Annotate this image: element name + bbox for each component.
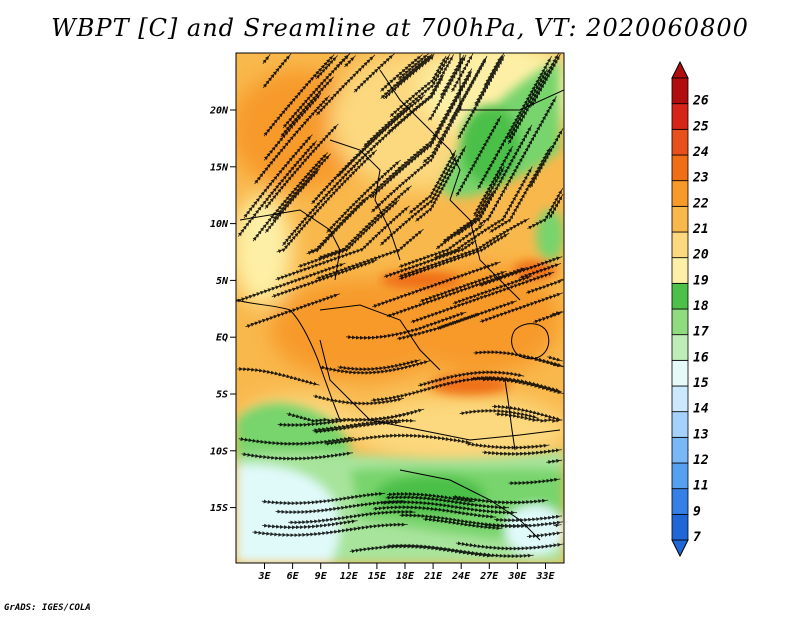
streamline [491,404,563,421]
streamline [282,53,351,129]
colorbar-label: 23 [692,171,709,186]
colorbar: 7 9 11 12 13 14 15 16 17 18 19 20 21 22 23 24 25 26 [671,60,709,558]
lat-label: 10S [210,446,228,457]
colorbar-swatch [671,205,689,233]
colorbar-swatch [671,308,689,336]
streamline [473,350,564,367]
colorbar-swatch [671,282,689,310]
colorbar-label: 19 [693,273,709,288]
streamline [241,451,353,461]
longitude-axis: 3E 6E 9E 12E 15E 18E 21E 24E 27E 30E 33E [257,563,556,582]
colorbar-swatch [671,180,689,207]
streamline [526,531,563,539]
grads-credit: GrADS: IGES/COLA [4,603,91,613]
streamline [272,153,331,221]
colorbar-label: 15 [693,376,709,391]
colorbar-label: 22 [692,196,709,211]
streamline [236,262,346,303]
streamline [546,458,563,465]
lon-label: 30E [507,571,527,582]
latitude-axis: 20N 15N 10N 5N EQ 5S 10S 15S [209,106,236,514]
colorbar-swatch [671,154,689,182]
streamline [494,514,563,523]
lon-label: 33E [535,571,555,582]
streamline [319,360,431,375]
lat-label: 15N [210,162,229,173]
colorbar-label: 9 [693,504,701,519]
streamline [238,436,355,446]
colorbar-label: 21 [692,222,709,237]
streamline [465,441,550,450]
streamlines [236,53,564,559]
lon-label: 24E [451,571,471,582]
lat-label: 5N [216,276,229,287]
streamline [372,505,497,519]
lon-label: 15E [368,571,387,582]
map-frame [235,52,565,564]
lat-label: 20N [209,106,229,117]
streamline [237,366,320,386]
colorbar-label: 12 [693,453,709,468]
colorbar-label: 20 [692,248,709,263]
colorbar-low-arrow [671,539,689,558]
colorbar-swatch [671,488,689,515]
streamline [530,53,561,107]
streamline [388,71,473,182]
lon-label: 21E [423,571,443,582]
streamline [551,362,564,368]
colorbar-label: 13 [693,427,709,442]
colorbar-label: 11 [693,479,709,494]
colorbar-swatch [671,359,689,387]
lat-label: 10N [210,219,229,230]
colorbar-swatch [671,77,689,105]
streamline [508,477,561,486]
colorbar-high-arrow [671,60,689,79]
colorbar-swatch [671,411,689,438]
streamline [422,517,503,531]
colorbar-swatch [671,231,689,259]
colorbar-swatch [671,334,689,361]
streamline [527,188,564,230]
colorbar-swatch [671,257,689,284]
colorbar-label: 14 [693,402,709,417]
colorbar-swatch [671,103,689,130]
colorbar-swatch [671,462,689,490]
lon-label: 3E [257,571,271,582]
streamline [288,509,416,525]
colorbar-label: 16 [693,350,709,365]
colorbar-label: 24 [692,145,709,160]
lat-label: 15S [210,503,228,514]
lon-label: 18E [396,571,415,582]
streamline [386,491,475,503]
chart-title: WBPT [C] and Sreamline at 700hPa, VT: 20… [51,14,749,42]
streamline [547,355,563,362]
colorbar-label: 17 [693,325,709,340]
colorbar-label: 26 [692,94,709,109]
lon-label: 9E [315,571,328,582]
colorbar-swatch [671,385,689,413]
lon-label: 6E [287,571,300,582]
colorbar-label: 25 [692,119,709,134]
lon-label: 12E [340,571,359,582]
streamline [482,448,562,456]
streamline [252,522,408,538]
streamline [349,544,493,558]
streamline [472,146,513,217]
lon-label: 27E [479,571,499,582]
streamline [455,541,564,551]
streamline [277,408,425,428]
colorbar-label: 7 [693,530,701,545]
colorbar-swatch [671,436,689,464]
colorbar-label: 18 [693,299,709,314]
colorbar-swatch [671,128,689,156]
colorbar-swatch [671,513,689,541]
map-panel [236,53,564,563]
streamline [417,370,525,388]
lat-label: EQ [216,333,228,344]
streamline [398,232,510,281]
lat-label: 5S [216,390,228,401]
streamline [483,55,503,88]
